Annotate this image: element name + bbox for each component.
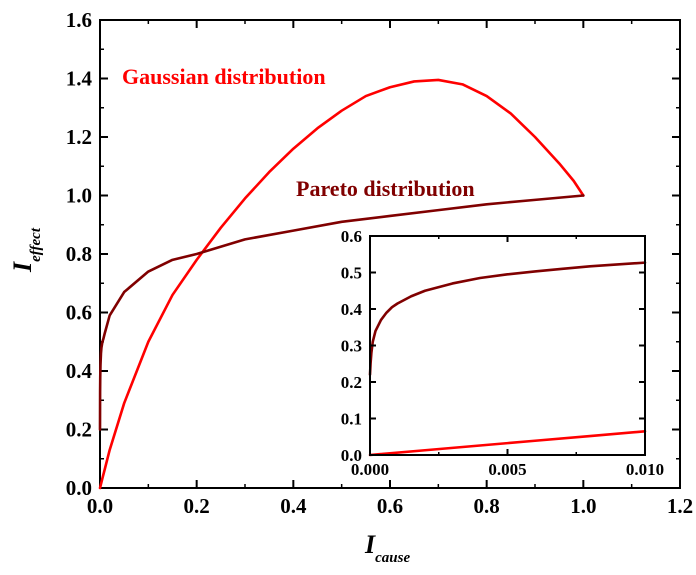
y-axis-title: Ieffect [8,227,44,273]
y-tick-label: 0.1 [341,410,362,429]
y-tick-label: 1.0 [66,184,92,208]
x-tick-label: 0.8 [474,494,500,518]
x-tick-label: 0.0 [87,494,113,518]
y-tick-label: 1.6 [66,8,92,32]
y-tick-label: 0.4 [341,300,363,319]
main-axis-ticks: 0.0 0.2 0.4 0.6 0.8 1.0 1.2 0.0 0.2 0.4 0.6 0.8 1.0 1… [66,8,693,518]
x-axis-title: Icause [364,530,410,566]
series-line-0 [368,261,647,376]
pareto-annotation: Pareto distribution [296,176,475,201]
y-tick-label: 0.3 [341,337,362,356]
y-tick-label: 1.4 [66,67,93,91]
inset-background [370,236,645,455]
y-tick-label: 0.2 [66,418,92,442]
y-tick-label: 0.6 [66,301,92,325]
x-tick-label: 0.010 [626,460,664,479]
x-tick-label: 0.2 [184,494,210,518]
series-line-1 [368,429,647,457]
y-tick-label: 0.0 [66,476,92,500]
x-tick-label: 1.0 [570,494,596,518]
x-tick-label: 0.4 [280,494,307,518]
x-tick-label: 1.2 [667,494,693,518]
y-tick-label: 0.4 [66,359,93,383]
inset-series-group [368,261,647,457]
x-tick-label: 0.005 [488,460,526,479]
series-line-0 [98,78,585,490]
inset-axis-ticks: 0.000 0.005 0.010 0.0 0.1 0.2 0.3 0.4 0.5 0.6 [341,227,664,479]
y-tick-label: 0.6 [341,227,362,246]
y-tick-label: 0.0 [341,446,362,465]
main-series-group [98,78,585,490]
y-tick-label: 1.2 [66,125,92,149]
y-tick-label: 0.5 [341,264,362,283]
y-tick-label: 0.8 [66,242,92,266]
x-tick-label: 0.6 [377,494,403,518]
y-tick-label: 0.2 [341,373,362,392]
x-tick-label: 0.000 [351,460,389,479]
series-line-1 [98,194,585,431]
gaussian-annotation: Gaussian distribution [122,64,326,89]
